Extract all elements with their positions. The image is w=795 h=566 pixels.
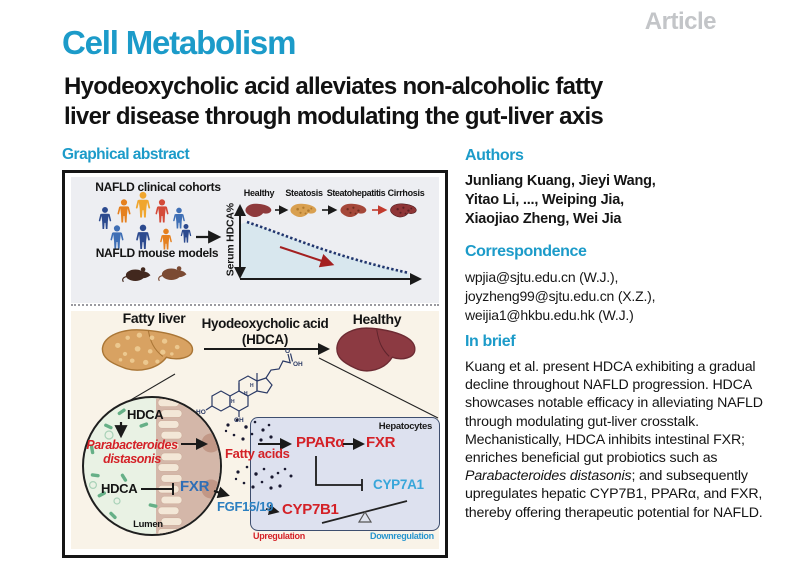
stage-label-steatosis: Steatosis xyxy=(285,188,323,198)
parabacteroides-label-line2: distasonis xyxy=(103,452,161,466)
downregulation-label: Downregulation xyxy=(370,531,434,541)
author-line: Xiaojiao Zheng, Wei Jia xyxy=(465,211,622,227)
lumen-label: Lumen xyxy=(133,519,163,530)
cyp7a1-label: CYP7A1 xyxy=(373,477,424,492)
inbrief-heading: In brief xyxy=(465,333,516,350)
inbrief-italic-species: Parabacteroides distasonis xyxy=(465,468,632,485)
sidebar: Authors Junliang Kuang, Jieyi Wang, Yita… xyxy=(465,146,790,522)
ga-panel-separator xyxy=(71,304,439,306)
parabacteroides-label-line1: Parabacteroides xyxy=(86,438,178,452)
intestinal-fxr-label: FXR xyxy=(180,478,210,495)
article-label: Article xyxy=(644,8,717,35)
hepatocytes-box: Hepatocytes PPARα FXR CYP7A1 CYP7B1 xyxy=(250,417,440,531)
title-line-2: liver disease through modulating the gut… xyxy=(64,103,604,130)
correspondence-heading: Correspondence xyxy=(465,243,587,260)
graphical-abstract-figure: Hepatocytes PPARα FXR CYP7A1 CYP7B1 xyxy=(62,170,448,558)
hdca-title-line2: (HDCA) xyxy=(241,332,289,347)
healthy-liver-label: Healthy xyxy=(352,311,402,327)
lumen-hdca-bottom-label: HDCA xyxy=(101,481,138,496)
hepatocytes-label: Hepatocytes xyxy=(378,421,433,432)
correspondence-line: weijia1@hkbu.edu.hk (W.J.) xyxy=(465,307,634,323)
lumen-hdca-top-label: HDCA xyxy=(127,407,164,422)
authors-list: Junliang Kuang, Jieyi Wang, Yitao Li, ..… xyxy=(465,172,790,229)
cohorts-label: NAFLD clinical cohorts xyxy=(95,180,221,194)
author-line: Junliang Kuang, Jieyi Wang, xyxy=(465,173,656,189)
upregulation-label: Upregulation xyxy=(253,531,305,541)
cyp7b1-label: CYP7B1 xyxy=(282,501,339,518)
journal-logo: Cell Metabolism xyxy=(62,24,296,61)
author-line: Yitao Li, ..., Weiping Jia, xyxy=(465,192,624,208)
fatty-acids-label: Fatty acids xyxy=(225,446,290,461)
inbrief-text: Kuang et al. present HDCA exhibiting a g… xyxy=(465,358,790,522)
inbrief-part1: Kuang et al. present HDCA exhibiting a g… xyxy=(465,359,763,467)
hdca-title-line1: Hyodeoxycholic acid xyxy=(201,316,329,331)
correspondence-line: joyzheng99@sjtu.edu.cn (X.Z.), xyxy=(465,288,656,304)
y-axis-label: Serum HDCA% xyxy=(224,203,237,277)
authors-heading: Authors xyxy=(465,147,524,164)
fgf-label: FGF15/19 xyxy=(217,499,274,514)
correspondence-list: wpjia@sjtu.edu.cn (W.J.), joyzheng99@sjt… xyxy=(465,268,790,325)
stage-label-healthy: Healthy xyxy=(243,188,275,198)
ppara-label: PPARα xyxy=(296,434,345,451)
correspondence-line: wpjia@sjtu.edu.cn (W.J.), xyxy=(465,269,619,285)
inbrief-part2: ; and subsequently upregulates hepatic C… xyxy=(465,468,763,521)
fatty-liver-label: Fatty liver xyxy=(122,310,186,326)
graphical-abstract-heading: Graphical abstract xyxy=(62,146,190,163)
paper-title: Hyodeoxycholic acid alleviates non-alcoh… xyxy=(64,72,604,132)
mouse-models-label: NAFLD mouse models xyxy=(95,246,219,260)
stage-label-cirrhosis: Cirrhosis xyxy=(387,188,425,198)
hepatic-fxr-label: FXR xyxy=(366,434,396,451)
stage-label-steatohepatitis: Steatohepatitis xyxy=(326,188,386,198)
title-line-1: Hyodeoxycholic acid alleviates non-alcoh… xyxy=(64,73,603,100)
